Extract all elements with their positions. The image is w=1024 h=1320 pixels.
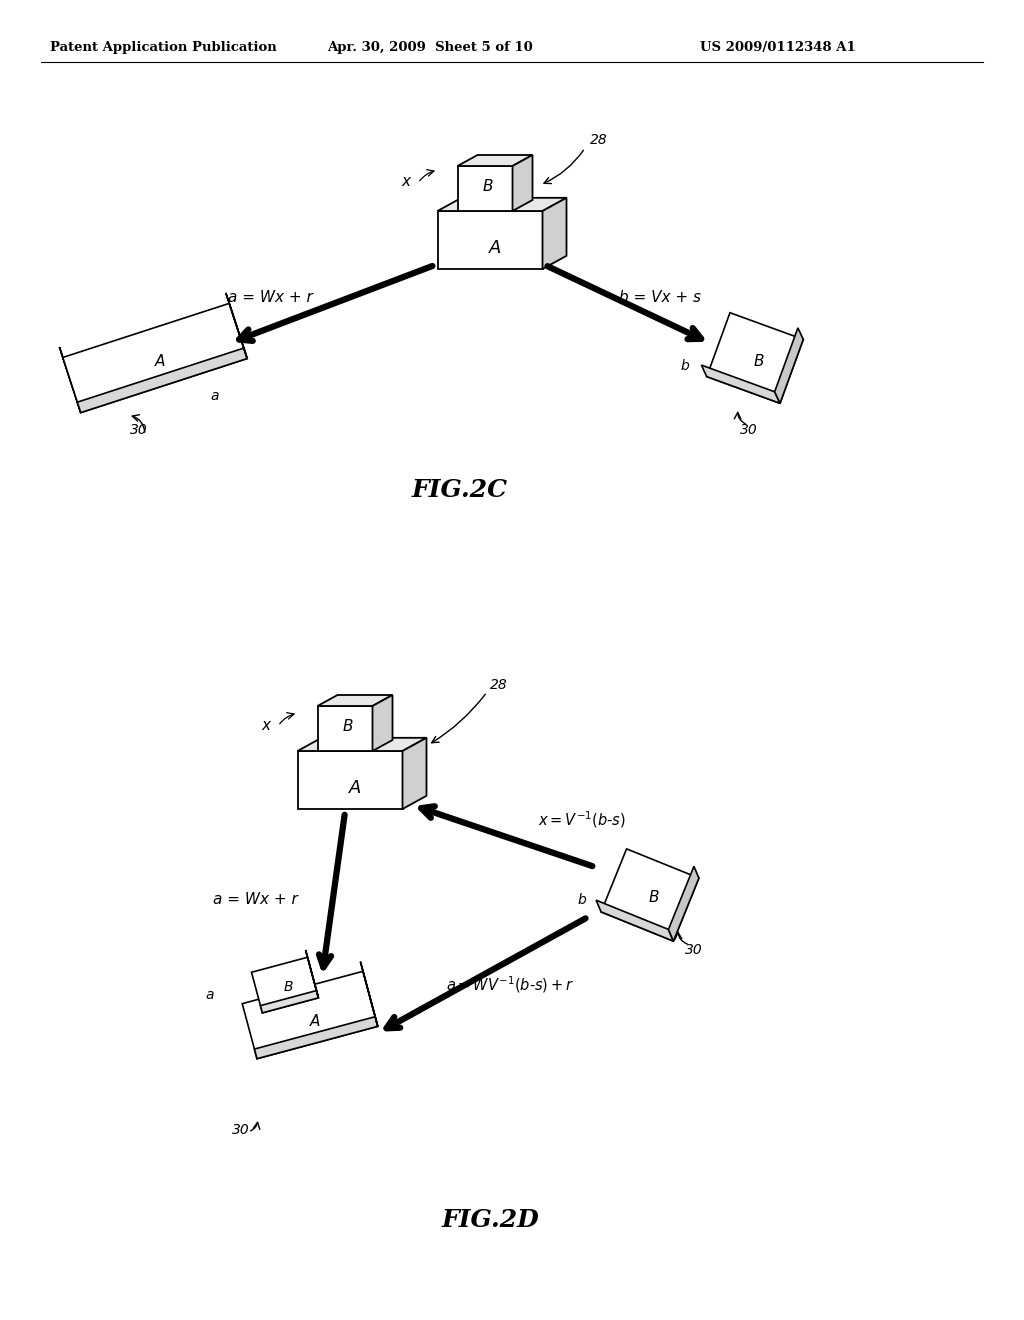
Text: A: A xyxy=(488,239,501,257)
Polygon shape xyxy=(360,962,378,1027)
Polygon shape xyxy=(305,950,318,998)
Polygon shape xyxy=(707,313,803,404)
Text: $a = WV^{-1}(b$-$s) + r$: $a = WV^{-1}(b$-$s) + r$ xyxy=(445,974,574,995)
Polygon shape xyxy=(373,696,392,751)
Polygon shape xyxy=(260,990,318,1012)
Polygon shape xyxy=(226,293,247,359)
Text: Apr. 30, 2009  Sheet 5 of 10: Apr. 30, 2009 Sheet 5 of 10 xyxy=(327,41,532,54)
Polygon shape xyxy=(669,866,699,941)
Text: x: x xyxy=(261,718,270,733)
Text: 30: 30 xyxy=(685,942,702,957)
Polygon shape xyxy=(458,166,512,211)
Text: US 2009/0112348 A1: US 2009/0112348 A1 xyxy=(700,41,856,54)
Text: B: B xyxy=(343,719,353,734)
Text: B: B xyxy=(649,891,659,906)
Text: A: A xyxy=(310,1014,321,1028)
Text: b: b xyxy=(681,359,689,374)
Text: B: B xyxy=(754,354,764,368)
Text: B: B xyxy=(284,979,293,994)
Text: b = Vx + s: b = Vx + s xyxy=(618,290,701,305)
Polygon shape xyxy=(78,348,247,413)
Polygon shape xyxy=(512,154,532,211)
Text: a: a xyxy=(206,987,214,1002)
Text: b: b xyxy=(578,894,587,907)
Text: 30: 30 xyxy=(740,422,758,437)
Polygon shape xyxy=(254,1016,378,1059)
Polygon shape xyxy=(437,198,566,211)
Polygon shape xyxy=(298,738,427,751)
Polygon shape xyxy=(317,706,373,751)
Polygon shape xyxy=(402,738,427,809)
Text: a = Wx + r: a = Wx + r xyxy=(213,892,297,908)
Polygon shape xyxy=(774,327,803,404)
Text: a = Wx + r: a = Wx + r xyxy=(227,290,312,305)
Polygon shape xyxy=(298,751,402,809)
Text: FIG.2D: FIG.2D xyxy=(441,1208,539,1232)
Polygon shape xyxy=(458,154,532,166)
Polygon shape xyxy=(596,900,674,941)
Polygon shape xyxy=(437,211,543,269)
Polygon shape xyxy=(701,366,780,404)
Text: 30: 30 xyxy=(232,1123,250,1137)
Polygon shape xyxy=(543,198,566,269)
Text: $x = V^{-1}(b$-$s)$: $x = V^{-1}(b$-$s)$ xyxy=(538,809,626,830)
Polygon shape xyxy=(317,696,392,706)
Text: A: A xyxy=(155,354,165,368)
Text: x: x xyxy=(401,174,410,190)
Text: FIG.2C: FIG.2C xyxy=(412,478,508,502)
Polygon shape xyxy=(243,972,378,1059)
Text: a: a xyxy=(211,389,219,403)
Text: 30: 30 xyxy=(130,422,147,437)
Text: Patent Application Publication: Patent Application Publication xyxy=(50,41,276,54)
Polygon shape xyxy=(601,849,699,941)
Text: 28: 28 xyxy=(490,678,508,692)
Text: A: A xyxy=(349,779,361,797)
Text: 28: 28 xyxy=(590,133,608,147)
Polygon shape xyxy=(59,347,81,413)
Polygon shape xyxy=(62,304,247,413)
Text: B: B xyxy=(482,180,494,194)
Polygon shape xyxy=(252,957,318,1012)
